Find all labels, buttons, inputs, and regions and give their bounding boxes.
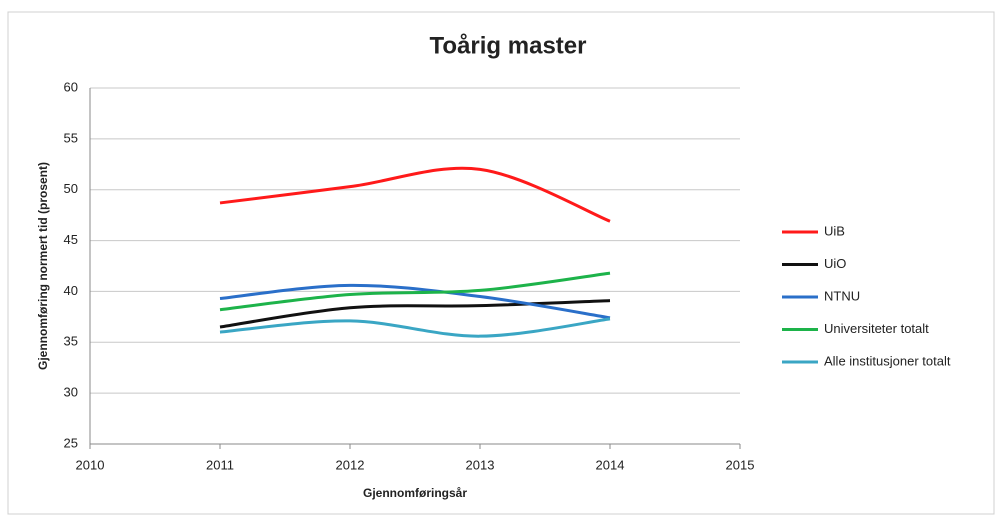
y-tick-label: 45 xyxy=(64,232,78,247)
chart-title: Toårig master xyxy=(430,32,587,59)
legend-label: NTNU xyxy=(824,288,860,303)
y-tick-label: 40 xyxy=(64,283,78,298)
x-tick-label: 2014 xyxy=(596,457,625,472)
series-line xyxy=(219,166,611,223)
y-tick-label: 50 xyxy=(64,181,78,196)
y-axis-label: Gjennomføring normert tid (prosent) xyxy=(36,162,50,370)
legend-label: Alle institusjoner totalt xyxy=(824,353,951,368)
legend-label: Universiteter totalt xyxy=(824,321,929,336)
x-tick-label: 2010 xyxy=(76,457,105,472)
legend-label: UiO xyxy=(824,256,846,271)
x-tick-label: 2015 xyxy=(726,457,755,472)
x-tick-label: 2013 xyxy=(466,457,495,472)
legend-label: UiB xyxy=(824,223,845,238)
y-tick-label: 30 xyxy=(64,385,78,400)
y-tick-label: 25 xyxy=(64,435,78,450)
x-tick-label: 2012 xyxy=(336,457,365,472)
series-line xyxy=(219,317,611,338)
y-tick-label: 35 xyxy=(64,334,78,349)
y-tick-label: 60 xyxy=(64,79,78,94)
series-line xyxy=(219,283,611,320)
chart-frame xyxy=(7,11,995,515)
y-tick-label: 55 xyxy=(64,130,78,145)
x-tick-label: 2011 xyxy=(206,457,234,472)
series-line xyxy=(219,271,611,312)
x-axis-label: Gjennomføringsår xyxy=(363,486,467,500)
series-line xyxy=(219,299,611,329)
